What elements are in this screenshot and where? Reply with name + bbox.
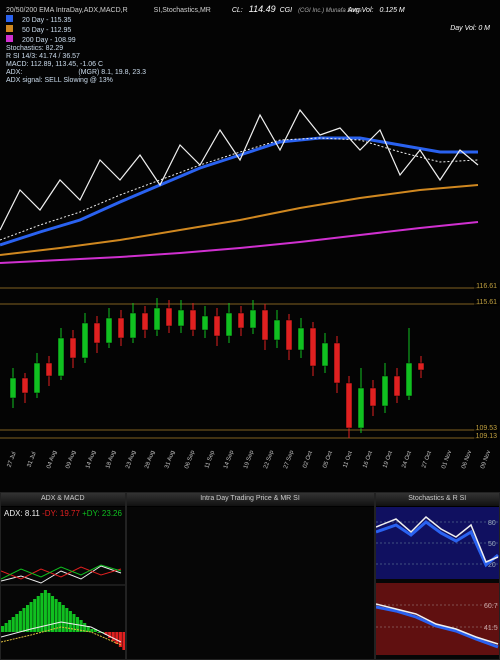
macd-label: MACD: 112.89, 113.45, -1.06 C (6, 61, 103, 68)
adx-overlay: ADX: 8.11 -DY: 19.77 +DY: 23.26 (4, 509, 122, 518)
candle-chart[interactable]: 116.61115.61109.53109.13 (0, 268, 500, 468)
adx-vals: (MGR) 8.1, 19.8, 23.3 (78, 69, 146, 76)
intraday-panel[interactable]: Intra Day Trading Price & MR SI (126, 492, 375, 660)
ema50-swatch (6, 25, 13, 32)
ticker: CGI (280, 7, 292, 14)
chart-page: 20/50/200 EMA IntraDay,ADX,MACD,R SI,Sto… (0, 0, 500, 660)
header-sub: SI,Stochastics,MR (154, 7, 211, 14)
header-indicators: 20/50/200 EMA IntraDay,ADX,MACD,R (6, 7, 128, 14)
adx-macd-svg (1, 507, 126, 660)
ema200-label: 200 Day - 108.99 (22, 37, 76, 44)
svg-text:80: 80 (488, 520, 496, 527)
stoch-rsi-panel[interactable]: Stochastics & R SI 80502060.741.5 (375, 492, 500, 660)
ema200-swatch (6, 35, 13, 42)
rsi-label: R SI 14/3: 41.74 / 36.57 (6, 53, 80, 60)
svg-text:50: 50 (488, 541, 496, 548)
adx-label: ADX: (6, 69, 22, 76)
close-value: 114.49 (249, 4, 276, 14)
svg-text:41.5: 41.5 (484, 625, 498, 632)
adx-macd-title: ADX & MACD (1, 493, 125, 507)
chart-header: 20/50/200 EMA IntraDay,ADX,MACD,R SI,Sto… (0, 0, 500, 80)
dayvol: Day Vol: 0 M (450, 25, 490, 32)
stoch-rsi-title: Stochastics & R SI (376, 493, 500, 507)
stoch-rsi-svg: 80502060.741.5 (376, 507, 500, 660)
close-label: CL: (232, 7, 243, 14)
ema20-label: 20 Day - 115.35 (22, 17, 71, 24)
svg-text:60.7: 60.7 (484, 603, 498, 610)
date-axis: 27 Jul31 Jul04 Aug09 Aug14 Aug18 Aug23 A… (0, 468, 500, 490)
ema-chart-svg (0, 80, 480, 265)
ema20-swatch (6, 15, 13, 22)
candle-chart-svg (0, 268, 480, 468)
adx-macd-panel[interactable]: ADX & MACD ADX: 8.11 -DY: 19.77 +DY: 23.… (0, 492, 126, 660)
ema50-label: 50 Day - 112.95 (22, 27, 71, 34)
avgvol-value: 0.125 M (379, 7, 404, 14)
intraday-title: Intra Day Trading Price & MR SI (127, 493, 374, 507)
ema-chart[interactable] (0, 80, 500, 265)
avgvol-label: Avg Vol: (348, 7, 374, 14)
bottom-panels: ADX & MACD ADX: 8.11 -DY: 19.77 +DY: 23.… (0, 492, 500, 660)
stoch-label: Stochastics: 82.29 (6, 45, 63, 52)
